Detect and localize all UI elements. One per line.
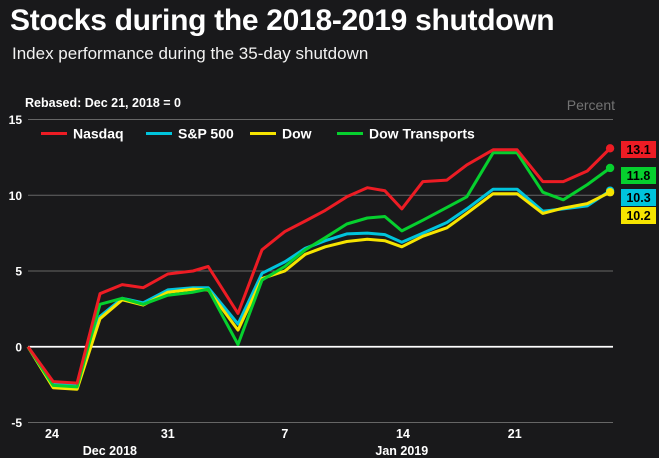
x-axis-tick-label: 24 [45,427,59,441]
x-axis-tick-label: 14 [396,427,410,441]
x-axis-month-label: Dec 2018 [83,444,137,458]
y-axis-tick-label: 0 [15,340,22,354]
end-value-label-s-p-500: 10.3 [626,191,650,205]
legend-label-nasdaq: Nasdaq [73,126,124,142]
legend-label-dow-transports: Dow Transports [369,126,475,142]
chart-subtitle: Index performance during the 35-day shut… [12,44,369,63]
y-axis-tick-label: 5 [15,265,22,279]
end-value-label-dow: 10.2 [626,209,650,223]
y-axis-unit-label: Percent [566,97,615,113]
series-end-dot-dow [605,188,615,197]
x-axis-tick-label: 7 [281,427,288,441]
y-axis-tick-label: 15 [9,113,23,127]
series-line-dow-transports [26,151,611,389]
series-end-dot-nasdaq [605,144,615,153]
x-axis-tick-label: 31 [161,427,175,441]
y-axis-tick-label: 10 [9,189,23,203]
legend-label-dow: Dow [282,126,312,142]
end-value-box-dow-transports [621,167,656,184]
x-axis-tick-label: 21 [508,427,522,441]
series-line-nasdaq [26,147,612,385]
y-axis-tick-label: -5 [11,416,22,430]
end-value-box-dow [621,207,656,224]
rebase-note: Rebased: Dec 21, 2018 = 0 [25,96,181,110]
legend-label-s-p-500: S&P 500 [178,126,234,142]
end-value-box-s-p-500 [621,189,656,206]
x-axis-month-label: Jan 2019 [375,444,428,458]
series-line-dow [26,190,611,391]
series-end-dot-dow-transports [605,163,615,173]
end-value-label-nasdaq: 13.1 [626,143,650,157]
end-value-label-dow-transports: 11.8 [627,169,651,183]
page-title: Stocks during the 2018-2019 shutdown [10,4,555,37]
end-value-box-nasdaq [621,141,656,158]
